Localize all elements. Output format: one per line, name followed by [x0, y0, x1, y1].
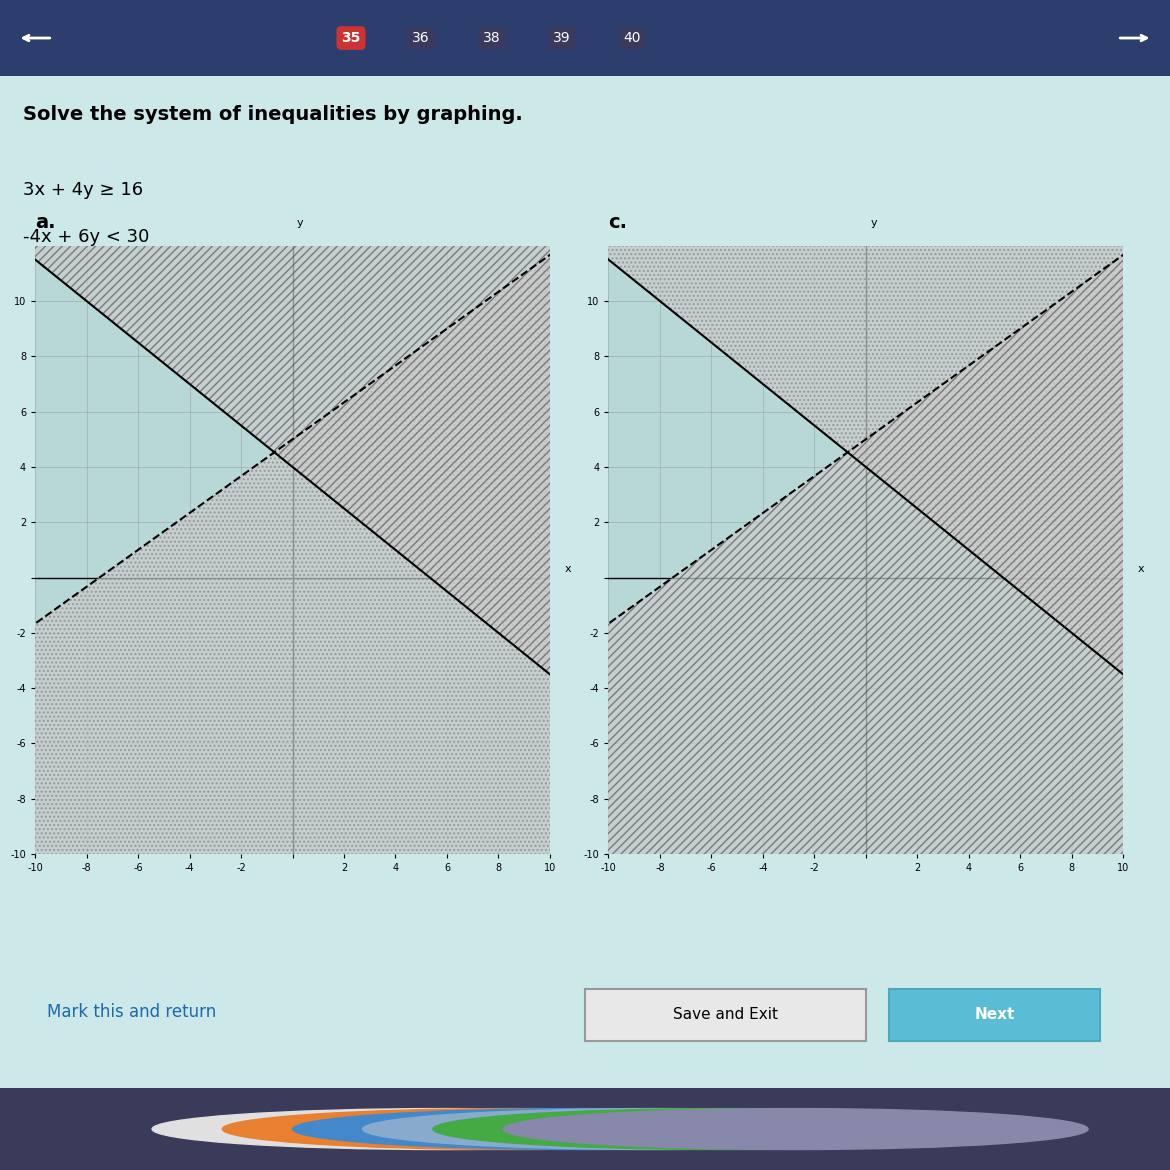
Circle shape — [363, 1109, 948, 1149]
Text: -4x + 6y < 30: -4x + 6y < 30 — [23, 228, 150, 246]
Text: 3x + 4y ≥ 16: 3x + 4y ≥ 16 — [23, 181, 144, 199]
Circle shape — [152, 1109, 737, 1149]
Circle shape — [503, 1109, 1088, 1149]
Circle shape — [433, 1109, 1018, 1149]
Text: 38: 38 — [482, 32, 501, 44]
Text: 39: 39 — [552, 32, 571, 44]
Text: x: x — [1138, 564, 1144, 574]
Text: Save and Exit: Save and Exit — [673, 1007, 778, 1023]
Text: 35: 35 — [342, 32, 360, 44]
Text: a.: a. — [35, 213, 56, 232]
Text: Next: Next — [975, 1007, 1014, 1023]
Text: 40: 40 — [624, 32, 640, 44]
Text: y: y — [297, 219, 303, 228]
Text: 36: 36 — [412, 32, 431, 44]
Text: y: y — [870, 219, 876, 228]
Text: Solve the system of inequalities by graphing.: Solve the system of inequalities by grap… — [23, 105, 523, 124]
Text: Mark this and return: Mark this and return — [47, 1003, 216, 1021]
Circle shape — [222, 1109, 807, 1149]
Text: c.: c. — [608, 213, 627, 232]
Text: x: x — [565, 564, 571, 574]
Circle shape — [292, 1109, 878, 1149]
